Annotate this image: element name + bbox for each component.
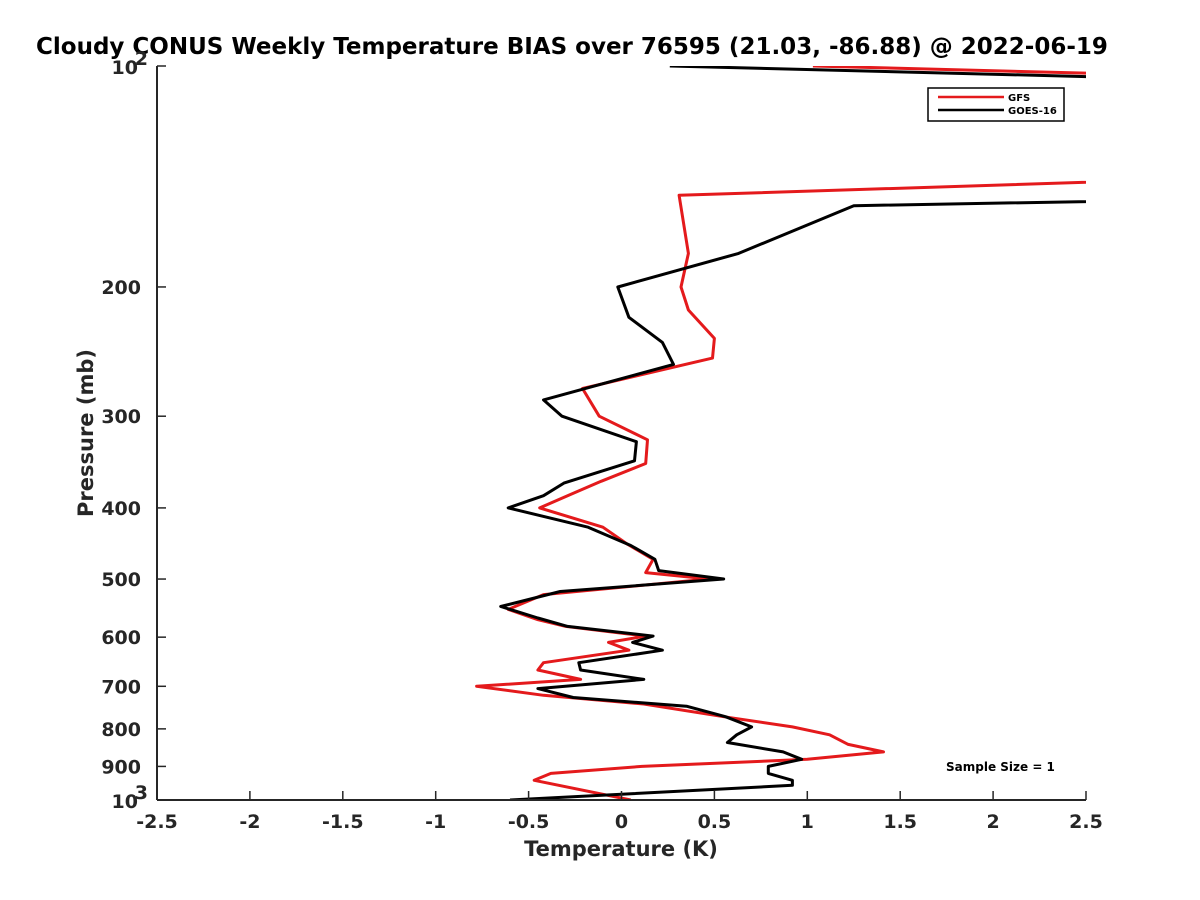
x-tick-label: 2.5	[1069, 811, 1103, 833]
y-tick-base: 10	[112, 791, 138, 813]
legend-label-goes-16: GOES-16	[1008, 106, 1057, 117]
x-tick-label: 0.5	[698, 811, 732, 833]
y-tick-label: 900	[101, 756, 141, 778]
x-tick-label: 0	[615, 811, 628, 833]
y-tick-label: 700	[101, 676, 141, 698]
y-tick-exponent: 3	[135, 782, 148, 804]
y-tick-label: 300	[101, 406, 141, 428]
x-tick-label: -2.5	[136, 811, 178, 833]
x-axis-label: Temperature (K)	[524, 837, 718, 861]
x-tick-label: -1.5	[322, 811, 364, 833]
chart-title: Cloudy CONUS Weekly Temperature BIAS ove…	[36, 34, 1108, 60]
y-tick-label: 400	[101, 498, 141, 520]
y-axis-label: Pressure (mb)	[74, 349, 98, 517]
series-line-goes-16	[499, 66, 1086, 800]
legend-label-gfs: GFS	[1008, 93, 1030, 104]
x-tick-label: 2	[986, 811, 999, 833]
x-tick-label: 1.5	[883, 811, 917, 833]
x-tick-label: -1	[425, 811, 446, 833]
y-tick-label: 800	[101, 719, 141, 741]
y-tick-base: 10	[112, 57, 138, 79]
y-tick-label: 200	[101, 277, 141, 299]
x-tick-label: -0.5	[508, 811, 550, 833]
y-tick-exponent: 2	[135, 48, 148, 70]
y-tick-label: 500	[101, 569, 141, 591]
series-line-gfs	[475, 66, 1086, 800]
legend: GFS GOES-16	[927, 87, 1065, 122]
x-tick-label: 1	[801, 811, 814, 833]
y-tick-label: 600	[101, 627, 141, 649]
sample-size-annotation: Sample Size = 1	[946, 760, 1055, 774]
x-tick-label: -2	[239, 811, 260, 833]
legend-box	[927, 87, 1065, 122]
y-tick-label-power: 210	[112, 48, 148, 79]
y-tick-label-power: 310	[112, 782, 148, 813]
